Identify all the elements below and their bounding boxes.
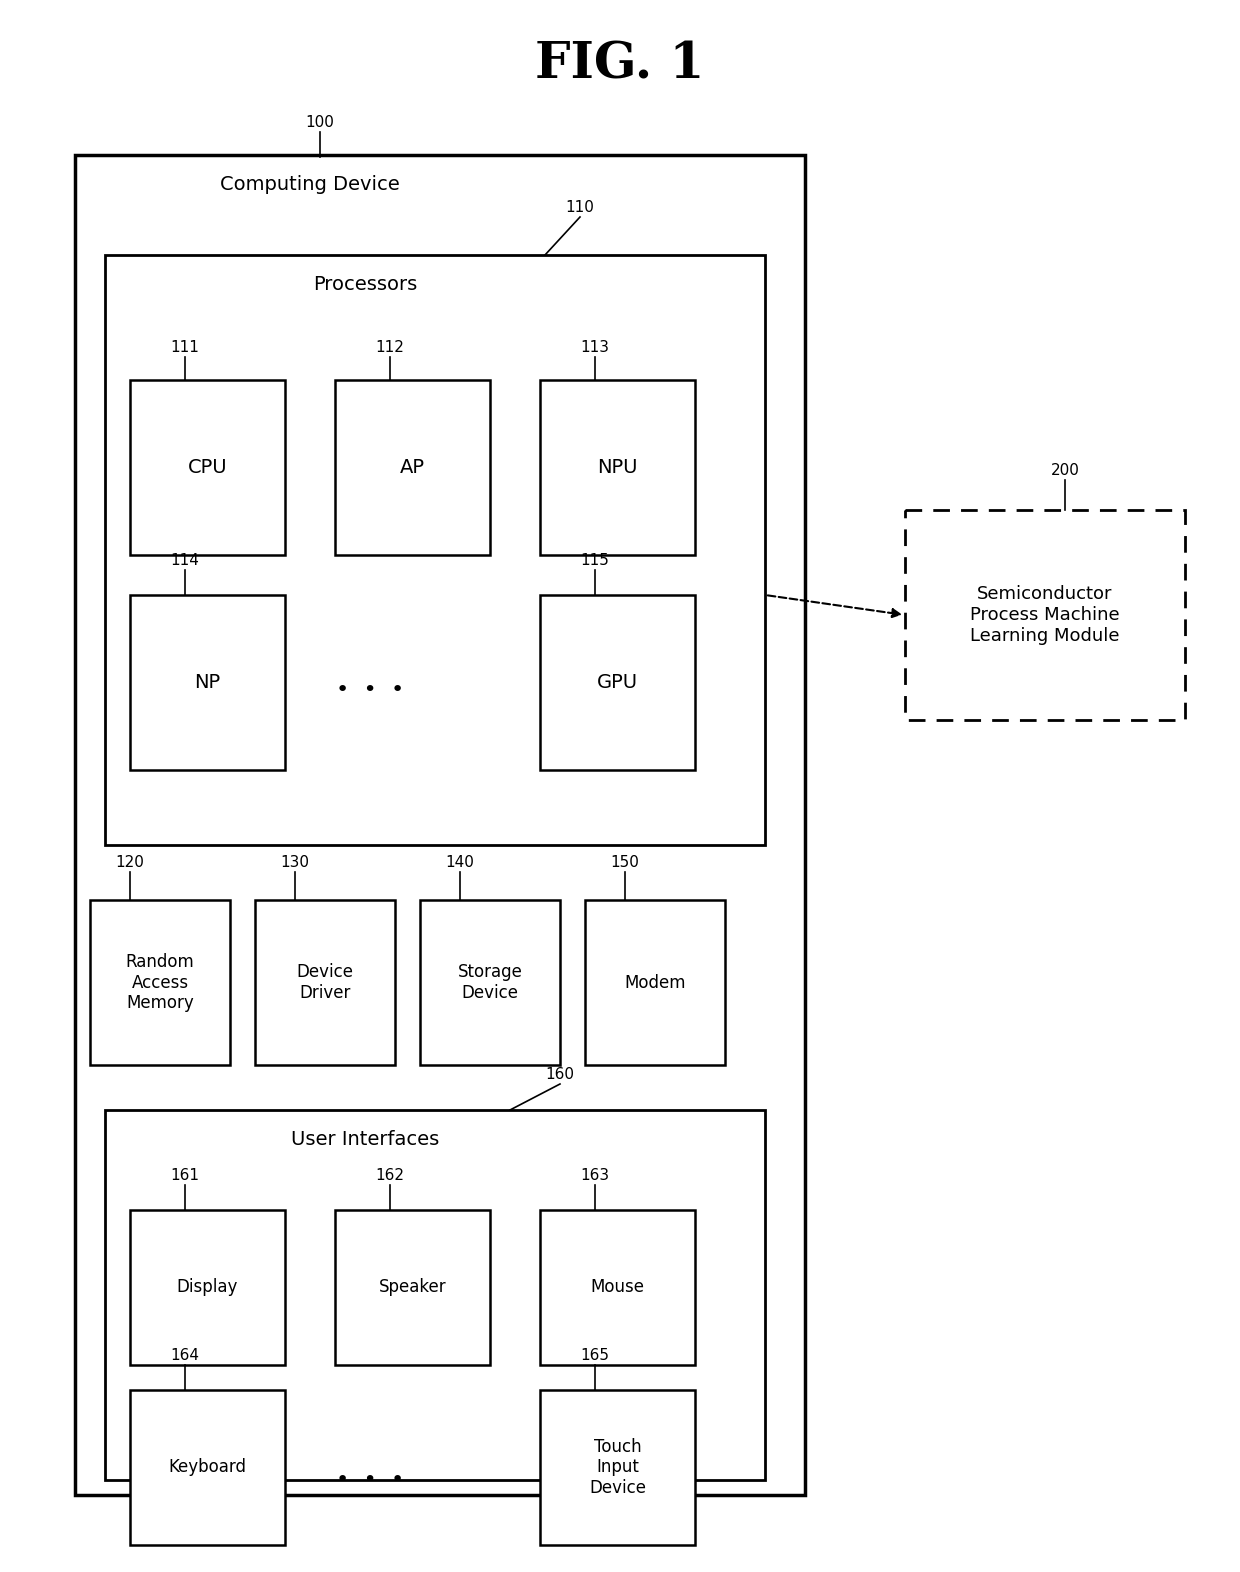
- Text: 113: 113: [580, 340, 610, 355]
- Bar: [91, 901, 229, 1064]
- Bar: [130, 1390, 285, 1545]
- Bar: [255, 901, 396, 1064]
- Text: 200: 200: [1050, 464, 1080, 478]
- Text: 111: 111: [171, 340, 200, 355]
- Text: 130: 130: [280, 855, 310, 869]
- Bar: [539, 1390, 694, 1545]
- Bar: [335, 1210, 490, 1364]
- Text: 140: 140: [445, 855, 475, 869]
- Bar: [105, 1110, 765, 1479]
- Text: User Interfaces: User Interfaces: [291, 1130, 439, 1149]
- Text: 110: 110: [565, 200, 594, 215]
- Bar: [905, 509, 1185, 720]
- Bar: [130, 1210, 285, 1364]
- Text: Speaker: Speaker: [378, 1278, 446, 1297]
- Text: 115: 115: [580, 553, 609, 567]
- Text: 165: 165: [580, 1349, 610, 1363]
- Text: Computing Device: Computing Device: [221, 174, 399, 193]
- Text: Display: Display: [177, 1278, 238, 1297]
- Text: 100: 100: [305, 115, 335, 130]
- Bar: [105, 255, 765, 846]
- Text: Modem: Modem: [624, 973, 686, 992]
- Text: Keyboard: Keyboard: [169, 1459, 247, 1476]
- Bar: [539, 594, 694, 770]
- Text: Random
Access
Memory: Random Access Memory: [125, 953, 195, 1012]
- Text: NPU: NPU: [598, 457, 637, 476]
- Text: AP: AP: [401, 457, 425, 476]
- Text: Semiconductor
Process Machine
Learning Module: Semiconductor Process Machine Learning M…: [970, 585, 1120, 645]
- Text: 150: 150: [610, 855, 640, 869]
- Text: GPU: GPU: [596, 673, 639, 692]
- Text: 162: 162: [376, 1168, 404, 1184]
- Text: FIG. 1: FIG. 1: [536, 41, 704, 90]
- Bar: [335, 380, 490, 555]
- Text: Processors: Processors: [312, 275, 417, 294]
- Text: Touch
Input
Device: Touch Input Device: [589, 1438, 646, 1497]
- Text: 163: 163: [580, 1168, 610, 1184]
- Text: 164: 164: [171, 1349, 200, 1363]
- Text: Mouse: Mouse: [590, 1278, 645, 1297]
- Text: CPU: CPU: [187, 457, 227, 476]
- Text: 114: 114: [171, 553, 200, 567]
- Text: Device
Driver: Device Driver: [296, 964, 353, 1001]
- Text: •  •  •: • • •: [336, 1470, 404, 1490]
- Text: 120: 120: [115, 855, 144, 869]
- Bar: [539, 380, 694, 555]
- Text: NP: NP: [195, 673, 221, 692]
- Bar: [130, 380, 285, 555]
- Text: •  •  •: • • •: [336, 681, 404, 700]
- Text: 112: 112: [376, 340, 404, 355]
- Bar: [74, 156, 805, 1495]
- Bar: [539, 1210, 694, 1364]
- Bar: [585, 901, 725, 1064]
- Bar: [420, 901, 560, 1064]
- Bar: [130, 594, 285, 770]
- Text: 161: 161: [171, 1168, 200, 1184]
- Text: Storage
Device: Storage Device: [458, 964, 522, 1001]
- Text: 160: 160: [546, 1067, 574, 1082]
